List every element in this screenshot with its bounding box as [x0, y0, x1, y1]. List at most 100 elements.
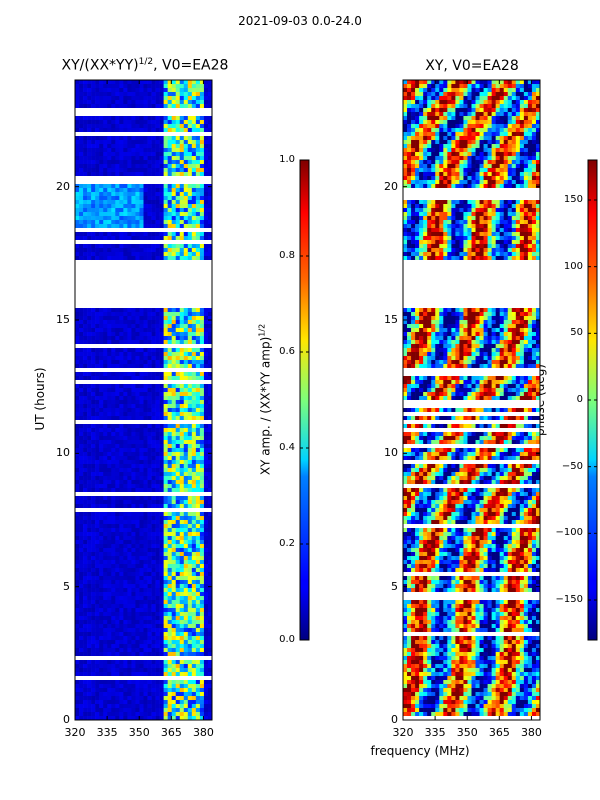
heatmap-cell [167, 156, 173, 161]
heatmap-cell [87, 448, 92, 453]
heatmap-cell [147, 320, 152, 325]
heatmap-cell [187, 332, 193, 337]
heatmap-cell [195, 472, 201, 477]
heatmap-cell [103, 404, 108, 409]
heatmap-cell [175, 440, 181, 445]
heatmap-cell [167, 208, 173, 213]
heatmap-cell [163, 580, 168, 585]
heatmap-cell [147, 536, 152, 541]
heatmap-cell [159, 480, 164, 485]
heatmap-cell [155, 156, 160, 161]
heatmap-cell [195, 528, 201, 533]
heatmap-cell [99, 240, 104, 245]
heatmap-cell [167, 180, 173, 185]
heatmap-cell [75, 344, 80, 349]
heatmap-cell [83, 656, 88, 661]
heatmap-cell [83, 524, 88, 529]
heatmap-cell [179, 104, 185, 109]
heatmap-cell [187, 324, 193, 329]
heatmap-cell [95, 396, 100, 401]
heatmap-cell [123, 120, 128, 125]
heatmap-cell [171, 164, 177, 169]
heatmap-cell [179, 332, 185, 337]
heatmap-cell [143, 360, 148, 365]
heatmap-cell [79, 292, 84, 297]
heatmap-cell [83, 580, 88, 585]
heatmap-cell [83, 360, 88, 365]
heatmap-cell [111, 412, 116, 417]
heatmap-cell [187, 428, 193, 433]
heatmap-cell [131, 660, 136, 665]
heatmap-cell [83, 112, 88, 117]
heatmap-cell [99, 464, 104, 469]
heatmap-cell [159, 384, 164, 389]
heatmap-cell [91, 320, 96, 325]
heatmap-cell [119, 240, 124, 245]
heatmap-cell [87, 524, 92, 529]
heatmap-cell [147, 564, 152, 569]
heatmap-cell [183, 340, 189, 345]
heatmap-cell [147, 160, 152, 165]
heatmap-cell [75, 228, 80, 233]
heatmap-cell [95, 520, 100, 525]
heatmap-cell [79, 408, 84, 413]
heatmap-cell [155, 200, 160, 205]
heatmap-cell [79, 148, 84, 153]
heatmap-cell [175, 512, 181, 517]
heatmap-cell [75, 328, 80, 333]
heatmap-cell [171, 632, 177, 637]
heatmap-cell [95, 476, 100, 481]
heatmap-cell [195, 432, 201, 437]
heatmap-cell [83, 544, 88, 549]
heatmap-cell [167, 616, 173, 621]
heatmap-cell [139, 600, 144, 605]
heatmap-cell [103, 360, 108, 365]
heatmap-cell [107, 208, 112, 213]
heatmap-cell [75, 312, 80, 317]
heatmap-cell [135, 480, 140, 485]
heatmap-cell [119, 244, 124, 249]
heatmap-cell [183, 304, 189, 309]
heatmap-cell [95, 84, 100, 89]
heatmap-cell [175, 504, 181, 509]
heatmap-cell [139, 284, 144, 289]
heatmap-cell [187, 204, 193, 209]
heatmap-cell [139, 620, 144, 625]
heatmap-cell [87, 536, 92, 541]
heatmap-cell [79, 608, 84, 613]
x-tick-label: 365 [160, 726, 182, 739]
heatmap-cell [207, 152, 212, 157]
heatmap-cell [195, 640, 201, 645]
heatmap-cell [99, 92, 104, 97]
heatmap-cell [115, 572, 120, 577]
heatmap-cell [139, 304, 144, 309]
heatmap-cell [119, 152, 124, 157]
heatmap-cell [167, 568, 173, 573]
heatmap-cell [195, 212, 201, 217]
heatmap-cell [167, 588, 173, 593]
heatmap-cell [159, 504, 164, 509]
heatmap-cell [107, 124, 112, 129]
heatmap-cell [199, 504, 205, 509]
heatmap-cell [103, 124, 108, 129]
heatmap-cell [179, 176, 185, 181]
heatmap-cell [115, 356, 120, 361]
heatmap-cell [139, 416, 144, 421]
heatmap-cell [135, 276, 140, 281]
heatmap-cell [131, 320, 136, 325]
heatmap-cell [103, 156, 108, 161]
heatmap-cell [167, 312, 173, 317]
heatmap-cell [131, 572, 136, 577]
heatmap-cell [99, 168, 104, 173]
heatmap-cell [127, 564, 132, 569]
heatmap-cell [107, 424, 112, 429]
heatmap-cell [79, 124, 84, 129]
heatmap-cell [195, 476, 201, 481]
heatmap-cell [187, 544, 193, 549]
heatmap-cell [195, 620, 201, 625]
heatmap-cell [199, 656, 205, 661]
heatmap-cell [175, 340, 181, 345]
heatmap-cell [87, 404, 92, 409]
heatmap-cell [191, 496, 197, 501]
heatmap-cell [123, 376, 128, 381]
